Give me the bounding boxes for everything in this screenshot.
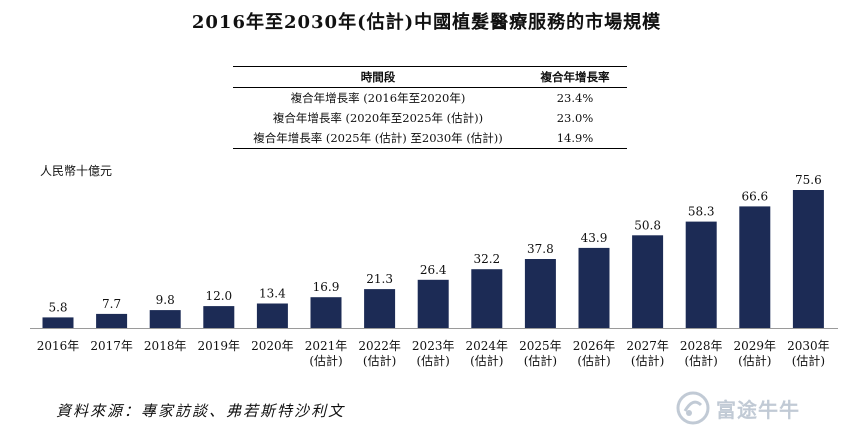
bar-value-label: 75.6 bbox=[795, 173, 822, 187]
bar bbox=[524, 259, 556, 328]
x-tick-label: (估計) bbox=[417, 353, 450, 368]
x-tick-label: 2020年 bbox=[251, 339, 294, 353]
watermark: 富途牛牛 bbox=[676, 388, 846, 428]
futu-logo-icon bbox=[676, 391, 710, 425]
cagr-table: 時間段 複合年增長率 複合年增長率 (2016年至2020年) 23.4% 複合… bbox=[233, 66, 627, 149]
x-tick-label: (估計) bbox=[685, 353, 718, 368]
bar-value-label: 37.8 bbox=[527, 242, 554, 256]
x-tick-label: (估計) bbox=[470, 353, 503, 368]
chart-title: 2016年至2030年(估計)中國植髮醫療服務的市場規模 bbox=[191, 12, 662, 33]
cagr-header-rate: 複合年增長率 bbox=[523, 66, 627, 88]
x-tick-label: (估計) bbox=[631, 353, 664, 368]
bar-value-label: 66.6 bbox=[741, 189, 768, 203]
source-note: 資料來源：專家訪談、弗若斯特沙利文 bbox=[56, 402, 346, 420]
bar bbox=[364, 289, 396, 328]
x-tick-label: 2028年 bbox=[680, 339, 723, 353]
watermark-text: 富途牛牛 bbox=[716, 397, 800, 422]
bar bbox=[203, 306, 235, 328]
x-tick-label: 2023年 bbox=[412, 339, 455, 353]
bar-value-label: 5.8 bbox=[48, 300, 67, 314]
cagr-header-period: 時間段 bbox=[233, 66, 523, 88]
x-tick-label: (估計) bbox=[309, 353, 342, 368]
bar-value-label: 43.9 bbox=[581, 231, 608, 245]
bar bbox=[417, 279, 449, 328]
bar bbox=[310, 297, 342, 328]
cagr-row: 複合年增長率 (2016年至2020年) 23.4% bbox=[233, 88, 627, 109]
bar bbox=[578, 247, 610, 328]
x-tick-label: 2016年 bbox=[37, 339, 80, 353]
x-tick-label: (估計) bbox=[792, 353, 825, 368]
cagr-period: 複合年增長率 (2025年 (估計) 至2030年 (估計)) bbox=[233, 128, 523, 149]
cagr-value: 23.4% bbox=[556, 91, 594, 105]
bar bbox=[96, 313, 128, 328]
bar bbox=[471, 269, 503, 328]
cagr-period: 複合年增長率 (2016年至2020年) bbox=[290, 91, 466, 105]
bar bbox=[739, 206, 771, 328]
bar bbox=[42, 317, 74, 328]
bar bbox=[632, 235, 664, 328]
x-tick-label: (估計) bbox=[738, 353, 771, 368]
bar bbox=[792, 190, 824, 328]
cagr-row: 複合年增長率 (2020年至2025年 (估計)) 23.0% bbox=[233, 108, 627, 128]
cagr-period: 複合年增長率 (2020年至2025年 (估計)) bbox=[272, 111, 484, 125]
bar-value-label: 13.4 bbox=[259, 287, 286, 301]
x-tick-label: 2027年 bbox=[626, 339, 669, 353]
bar-value-label: 26.4 bbox=[420, 263, 447, 277]
bar-value-label: 32.2 bbox=[473, 252, 500, 266]
x-tick-label: (估計) bbox=[363, 353, 396, 368]
x-tick-label: 2024年 bbox=[466, 339, 509, 353]
x-tick-label: 2029年 bbox=[734, 339, 777, 353]
bar-value-label: 50.8 bbox=[634, 218, 661, 232]
bar bbox=[149, 310, 181, 328]
bar-value-label: 16.9 bbox=[313, 280, 340, 294]
bar-value-label: 7.7 bbox=[102, 297, 121, 311]
x-tick-label: (估計) bbox=[577, 353, 610, 368]
bar bbox=[685, 221, 717, 328]
x-tick-label: 2022年 bbox=[358, 339, 401, 353]
bar bbox=[256, 303, 288, 328]
bar-value-label: 12.0 bbox=[205, 289, 232, 303]
bar-value-label: 21.3 bbox=[366, 272, 393, 286]
y-unit-label: 人民幣十億元 bbox=[40, 164, 113, 178]
bar-value-label: 58.3 bbox=[688, 205, 715, 219]
x-tick-label: 2017年 bbox=[90, 339, 133, 353]
cagr-row: 複合年增長率 (2025年 (估計) 至2030年 (估計)) 14.9% bbox=[233, 128, 627, 149]
x-tick-label: 2019年 bbox=[198, 339, 241, 353]
bar-value-label: 9.8 bbox=[156, 293, 175, 307]
x-tick-label: (估計) bbox=[524, 353, 557, 368]
x-tick-label: 2026年 bbox=[573, 339, 616, 353]
cagr-value: 23.0% bbox=[556, 111, 594, 125]
x-tick-label: 2025年 bbox=[519, 339, 562, 353]
x-tick-label: 2030年 bbox=[787, 339, 830, 353]
cagr-header-row: 時間段 複合年增長率 bbox=[233, 66, 627, 88]
cagr-value: 14.9% bbox=[523, 128, 627, 149]
x-tick-label: 2021年 bbox=[305, 339, 348, 353]
x-tick-label: 2018年 bbox=[144, 339, 187, 353]
